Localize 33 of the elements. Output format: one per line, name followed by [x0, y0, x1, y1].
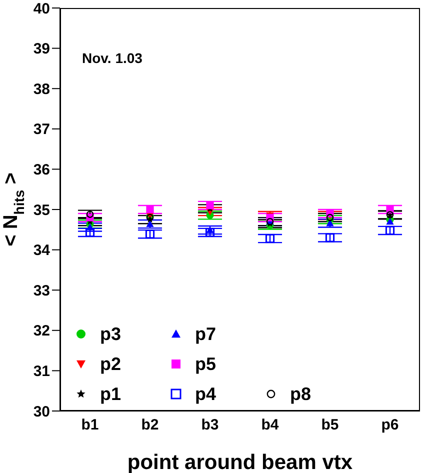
point — [146, 206, 154, 214]
point — [205, 228, 215, 238]
point — [206, 202, 214, 210]
legend-label: p4 — [195, 384, 216, 404]
point — [385, 226, 395, 236]
y-tick-label: 33 — [33, 282, 50, 300]
x-tick-label: p6 — [381, 416, 399, 434]
y-tick-label: 36 — [33, 162, 50, 179]
point — [265, 234, 275, 244]
x-tick-label: b2 — [141, 416, 159, 434]
x-tick-label: b3 — [201, 416, 219, 434]
y-tick-label: 37 — [33, 121, 50, 138]
legend-label: p8 — [290, 384, 312, 404]
point — [86, 210, 94, 218]
x-tick-label: b1 — [81, 416, 99, 434]
y-tick-label: 35 — [33, 202, 50, 219]
y-tick-label: 31 — [33, 363, 50, 380]
point — [325, 233, 335, 242]
y-tick-label: 38 — [33, 80, 50, 98]
y-tick-label: 34 — [33, 242, 51, 260]
x-tick-label: b5 — [321, 416, 339, 434]
legend-label: p1 — [100, 384, 122, 404]
y-tick-label: 30 — [33, 403, 50, 420]
x-axis-title: point around beam vtx — [127, 451, 353, 473]
legend-label: p2 — [100, 354, 122, 374]
y-tick-label: 39 — [33, 40, 50, 58]
text: Nov. 1.03 — [82, 50, 142, 66]
legend-label: p3 — [100, 324, 122, 344]
y-tick-label: 40 — [33, 0, 50, 18]
x-tick-label: b4 — [261, 416, 280, 434]
legend-label: p5 — [195, 354, 216, 374]
y-tick-label: 32 — [33, 322, 50, 340]
legend-label: p7 — [195, 324, 216, 344]
